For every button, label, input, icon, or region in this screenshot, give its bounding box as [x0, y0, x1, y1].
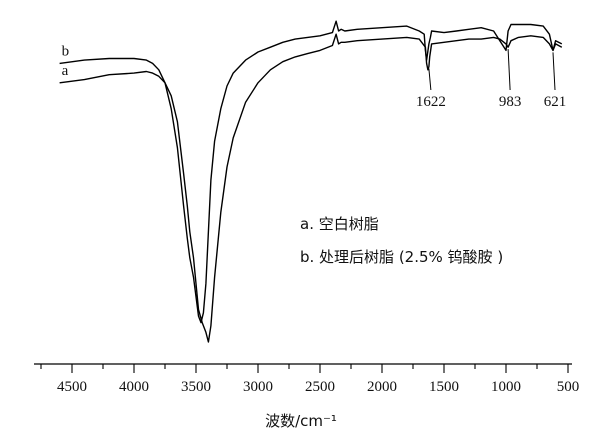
x-tick-label-4500: 4500 — [57, 379, 87, 395]
annotation-leader-2 — [552, 52, 556, 91]
peak-annotations: 1622 983 621 — [416, 49, 566, 110]
peak-label-1622: 1622 — [416, 94, 446, 110]
x-tick-label-2000: 2000 — [367, 379, 397, 395]
x-tick-label-1000: 1000 — [491, 379, 521, 395]
series-label-b: b — [62, 43, 70, 59]
x-tick-label-1500: 1500 — [429, 379, 459, 395]
x-tick-label-2500: 2500 — [305, 379, 335, 395]
legend: a. 空白树脂 b. 处理后树脂 (2.5% 钨酸胺 ) — [300, 215, 503, 266]
x-tick-label-3000: 3000 — [243, 379, 273, 395]
x-tick-label-4000: 4000 — [119, 379, 149, 395]
series-labels: ba — [62, 43, 70, 78]
legend-entry-a: a. 空白树脂 — [300, 215, 379, 233]
plot-lines — [59, 20, 563, 343]
x-axis-tick-labels: 4500 4000 3500 3000 2500 2000 1500 1000 500 — [57, 379, 579, 395]
x-axis-label: 波数/cm⁻¹ — [265, 412, 337, 430]
legend-entry-b: b. 处理后树脂 (2.5% 钨酸胺 ) — [300, 248, 503, 266]
peak-label-983: 983 — [499, 94, 522, 110]
series-line-b — [59, 20, 563, 324]
series-label-a: a — [62, 63, 69, 79]
annotation-leader-1 — [507, 49, 511, 91]
series-line-a — [59, 33, 563, 343]
x-tick-label-500: 500 — [557, 379, 580, 395]
peak-label-621: 621 — [544, 94, 567, 110]
annotation-leader-0 — [428, 68, 432, 91]
x-axis-ticks — [40, 364, 569, 373]
x-tick-label-3500: 3500 — [181, 379, 211, 395]
